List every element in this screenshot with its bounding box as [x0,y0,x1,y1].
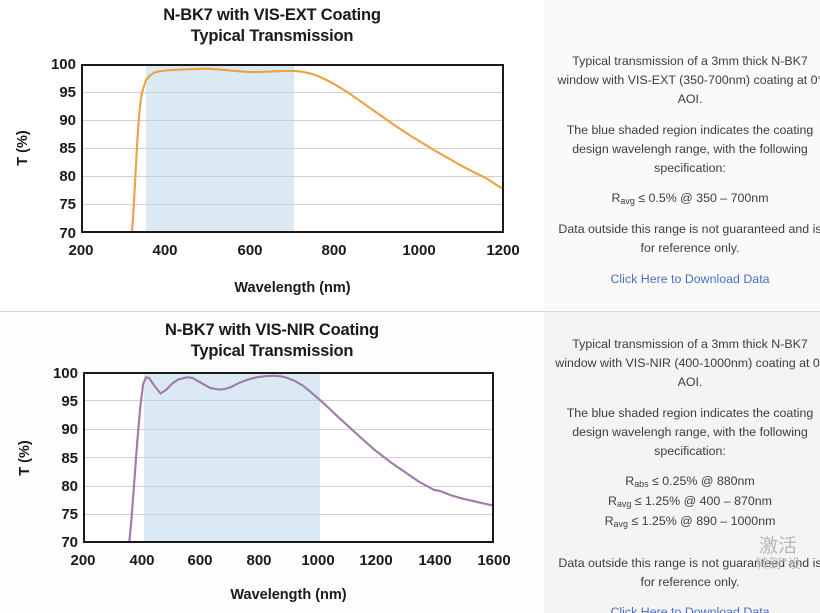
transmission-curve-vis-ext [130,67,502,231]
xtick-label: 200 [70,552,96,569]
desc-paragraph-2: The blue shaded region indicates the coa… [566,405,814,459]
download-data-link[interactable]: Click Here to Download Data [610,605,770,613]
desc-paragraph-1: Typical transmission of a 3mm thick N-BK… [557,54,820,107]
y-axis-title: T (%) [17,440,33,476]
xtick-label: 200 [68,242,94,259]
spec-symbol: R [604,514,614,528]
xtick-label: 600 [237,242,263,259]
gridline [85,514,492,515]
horizontal-divider [0,311,820,312]
desc-paragraph-1: Typical transmission of a 3mm thick N-BK… [555,337,820,390]
desc-paragraph-2: The blue shaded region indicates the coa… [566,122,814,176]
spec-line: Ravg ≤ 1.25% @ 890 – 1000nm [554,512,820,532]
spec-subscript: avg [613,518,628,529]
chart-title-line2: Typical Transmission [190,342,354,361]
gridline [85,485,492,487]
xtick-label: 800 [246,552,272,569]
spec-value: ≤ 1.25% @ 400 – 870nm [631,494,772,509]
spec-value: ≤ 0.5% @ 350 – 700nm [634,191,769,206]
chart-title-line2: Typical Transmission [190,27,354,46]
plot-area-vis-ext [81,64,504,233]
gridline [85,428,492,430]
text-pane-vis-ext: Typical transmission of a 3mm thick N-BK… [544,0,820,311]
xtick-label: 1400 [418,552,452,569]
text-pane-vis-nir: Typical transmission of a 3mm thick N-BK… [544,312,820,613]
ytick-label: 75 [61,506,78,523]
chart-title-vis-nir: N-BK7 with VIS-NIR Coating Typical Trans… [0,320,544,362]
spec-list-vis-ext: Ravg ≤ 0.5% @ 350 – 700nm [554,189,820,209]
gridline [83,148,502,150]
ytick-label: 75 [59,196,76,213]
chart-title-line1: N-BK7 with VIS-EXT Coating [163,6,381,24]
ytick-label: 90 [59,112,76,129]
xtick-label: 400 [129,552,155,569]
gridline [83,119,502,121]
row-vis-ext: N-BK7 with VIS-EXT Coating Typical Trans… [0,0,820,311]
chart-title-vis-ext: N-BK7 with VIS-EXT Coating Typical Trans… [0,5,544,47]
spec-value: ≤ 0.25% @ 880nm [648,474,755,489]
ytick-label: 85 [61,450,78,467]
ytick-label: 90 [61,421,78,438]
desc-paragraph-3: Data outside this range is not guarantee… [558,555,820,590]
xtick-label: 800 [321,242,347,259]
spec-symbol: R [611,191,621,206]
spec-line: Ravg ≤ 0.5% @ 350 – 700nm [554,189,820,209]
spec-subscript: avg [620,196,635,207]
y-axis-title: T (%) [15,130,31,166]
chart-pane-vis-nir: N-BK7 with VIS-NIR Coating Typical Trans… [0,312,544,613]
transmission-curve-vis-nir [128,374,492,541]
ytick-label: 100 [52,365,78,382]
ytick-label: 95 [61,393,78,410]
spec-list-vis-nir: Rabs ≤ 0.25% @ 880nm Ravg ≤ 1.25% @ 400 … [554,472,820,532]
ytick-label: 70 [59,225,76,242]
chart-title-line1: N-BK7 with VIS-NIR Coating [165,321,379,339]
xtick-label: 1000 [402,242,436,259]
ytick-label: 80 [59,168,76,185]
spec-line: Ravg ≤ 1.25% @ 400 – 870nm [554,492,820,512]
xtick-label: 1200 [359,552,393,569]
spec-symbol: R [608,494,617,509]
spec-value: ≤ 1.25% @ 890 – 1000nm [627,514,776,528]
gridline [85,400,492,402]
row-vis-nir: N-BK7 with VIS-NIR Coating Typical Trans… [0,312,820,613]
xtick-label: 600 [187,552,213,569]
ytick-label: 95 [59,84,76,101]
description-vis-nir: Typical transmission of a 3mm thick N-BK… [544,335,820,613]
xtick-label: 1600 [477,552,511,569]
gridline [83,204,502,206]
xtick-label: 1000 [301,552,335,569]
spec-subscript: abs [634,479,649,490]
gridline [83,176,502,178]
ytick-label: 100 [50,56,76,73]
chart-pane-vis-ext: N-BK7 with VIS-EXT Coating Typical Trans… [0,0,544,311]
ytick-label: 80 [61,478,78,495]
description-vis-ext: Typical transmission of a 3mm thick N-BK… [544,52,820,289]
x-axis-title: Wavelength (nm) [230,587,347,603]
plot-area-vis-nir [83,372,494,543]
x-axis-title: Wavelength (nm) [234,280,351,296]
spec-symbol: R [625,474,635,489]
xtick-label: 400 [152,242,178,259]
spec-subscript: avg [616,499,632,510]
xtick-label: 1200 [486,242,520,259]
ytick-label: 70 [61,534,78,551]
desc-paragraph-3: Data outside this range is not guarantee… [558,222,820,256]
download-data-link[interactable]: Click Here to Download Data [610,271,770,286]
gridline [83,91,502,93]
gridline [85,457,492,459]
spec-line: Rabs ≤ 0.25% @ 880nm [554,472,820,492]
ytick-label: 85 [59,140,76,157]
